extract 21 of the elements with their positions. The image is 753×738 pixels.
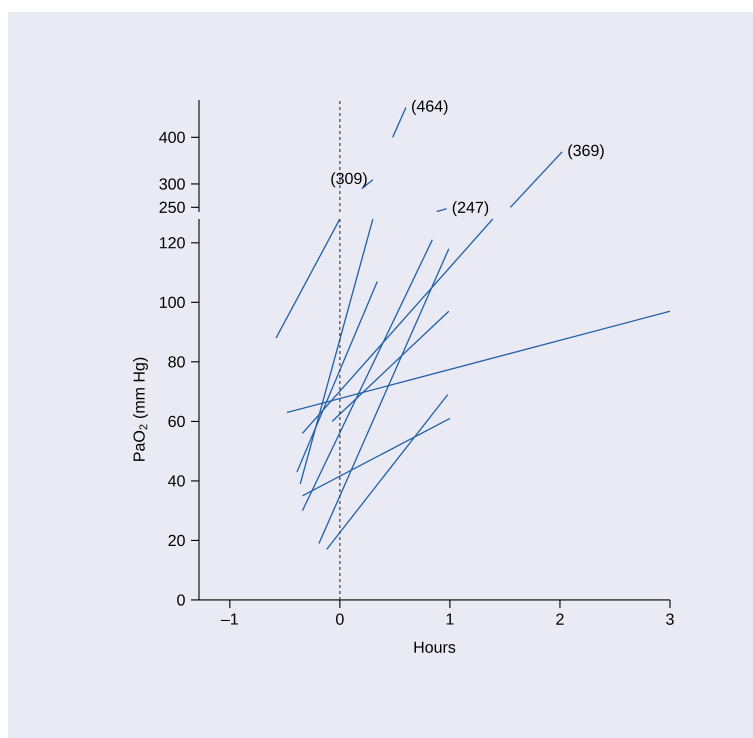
y-tick-label: 100 <box>160 296 185 308</box>
y-tick-label: 250 <box>160 202 185 213</box>
y-tick-label: 40 <box>168 475 185 487</box>
x-tick-label: 3 <box>666 614 674 625</box>
annotation: (464) <box>412 100 448 115</box>
y-tick-label: 120 <box>160 237 185 248</box>
x-axis-title: Hours <box>414 642 456 653</box>
y-tick-label: 400 <box>159 132 185 143</box>
annotation: (247) <box>452 201 488 216</box>
y-tick-label: 20 <box>168 534 185 546</box>
x-tick-label: 2 <box>556 614 564 625</box>
x-tick-label: –1 <box>220 614 238 625</box>
annotation: (369) <box>568 144 604 160</box>
y-tick-label: 80 <box>168 356 185 368</box>
x-tick-label: 1 <box>446 614 454 625</box>
y-tick-label: 60 <box>168 416 185 428</box>
x-tick-label: 0 <box>336 614 344 625</box>
y-tick-label: 300 <box>159 178 185 190</box>
y-tick-label: 0 <box>177 594 185 606</box>
y-axis-title: PaO$_{2}$ (mm Hg) <box>133 358 148 461</box>
annotation: (309) <box>331 172 367 188</box>
